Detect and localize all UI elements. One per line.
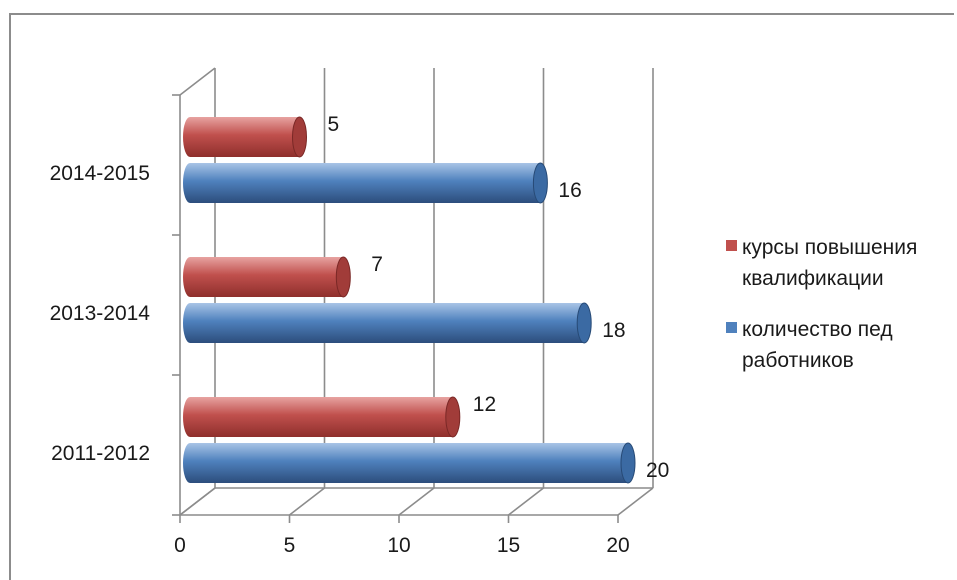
y-tick-label: 2013-2014 <box>50 302 151 325</box>
x-tick-label: 10 <box>387 534 410 557</box>
bar-start-cap <box>183 163 197 203</box>
y-tick-label: 2014-2015 <box>50 162 150 185</box>
bar <box>190 257 344 297</box>
data-label: 7 <box>371 253 383 276</box>
bar <box>190 397 453 437</box>
bar-end-cap <box>445 396 461 438</box>
data-label: 12 <box>473 393 496 416</box>
data-label: 5 <box>328 113 340 136</box>
floor-gridline <box>179 487 216 516</box>
data-label: 20 <box>646 459 669 482</box>
floor-gridline <box>398 487 435 516</box>
bar-start-cap <box>183 303 197 343</box>
legend-swatch <box>726 322 737 333</box>
data-label: 16 <box>558 179 581 202</box>
bar-end-cap <box>620 442 636 484</box>
floor-gridline <box>508 487 544 516</box>
x-tick-label: 20 <box>606 534 629 557</box>
chart-frame <box>9 13 954 580</box>
y-tick-label: 2011-2012 <box>51 442 150 465</box>
floor-gridline <box>617 487 654 516</box>
bar-start-cap <box>183 443 197 483</box>
bar-end-cap <box>335 256 351 298</box>
bar-end-cap <box>292 116 307 158</box>
bar <box>190 443 628 483</box>
bar <box>190 303 585 343</box>
bar-end-cap <box>576 302 592 344</box>
x-tick-label: 15 <box>497 534 520 557</box>
wall-top-edge <box>179 67 216 96</box>
floor-gridline <box>289 487 325 516</box>
bar <box>190 117 300 157</box>
legend-label: количество пед <box>742 318 893 341</box>
bar <box>190 163 541 203</box>
legend-swatch <box>726 240 737 251</box>
legend-label: курсы повышения <box>742 236 917 259</box>
legend-label: работников <box>742 349 854 372</box>
legend-label: квалификации <box>742 267 884 290</box>
bar-start-cap <box>183 257 197 297</box>
x-tick-label: 0 <box>174 534 186 557</box>
x-tick-label: 5 <box>284 534 296 557</box>
bar-end-cap <box>532 162 548 204</box>
bar-start-cap <box>183 117 197 157</box>
bar-start-cap <box>183 397 197 437</box>
data-label: 18 <box>602 319 625 342</box>
